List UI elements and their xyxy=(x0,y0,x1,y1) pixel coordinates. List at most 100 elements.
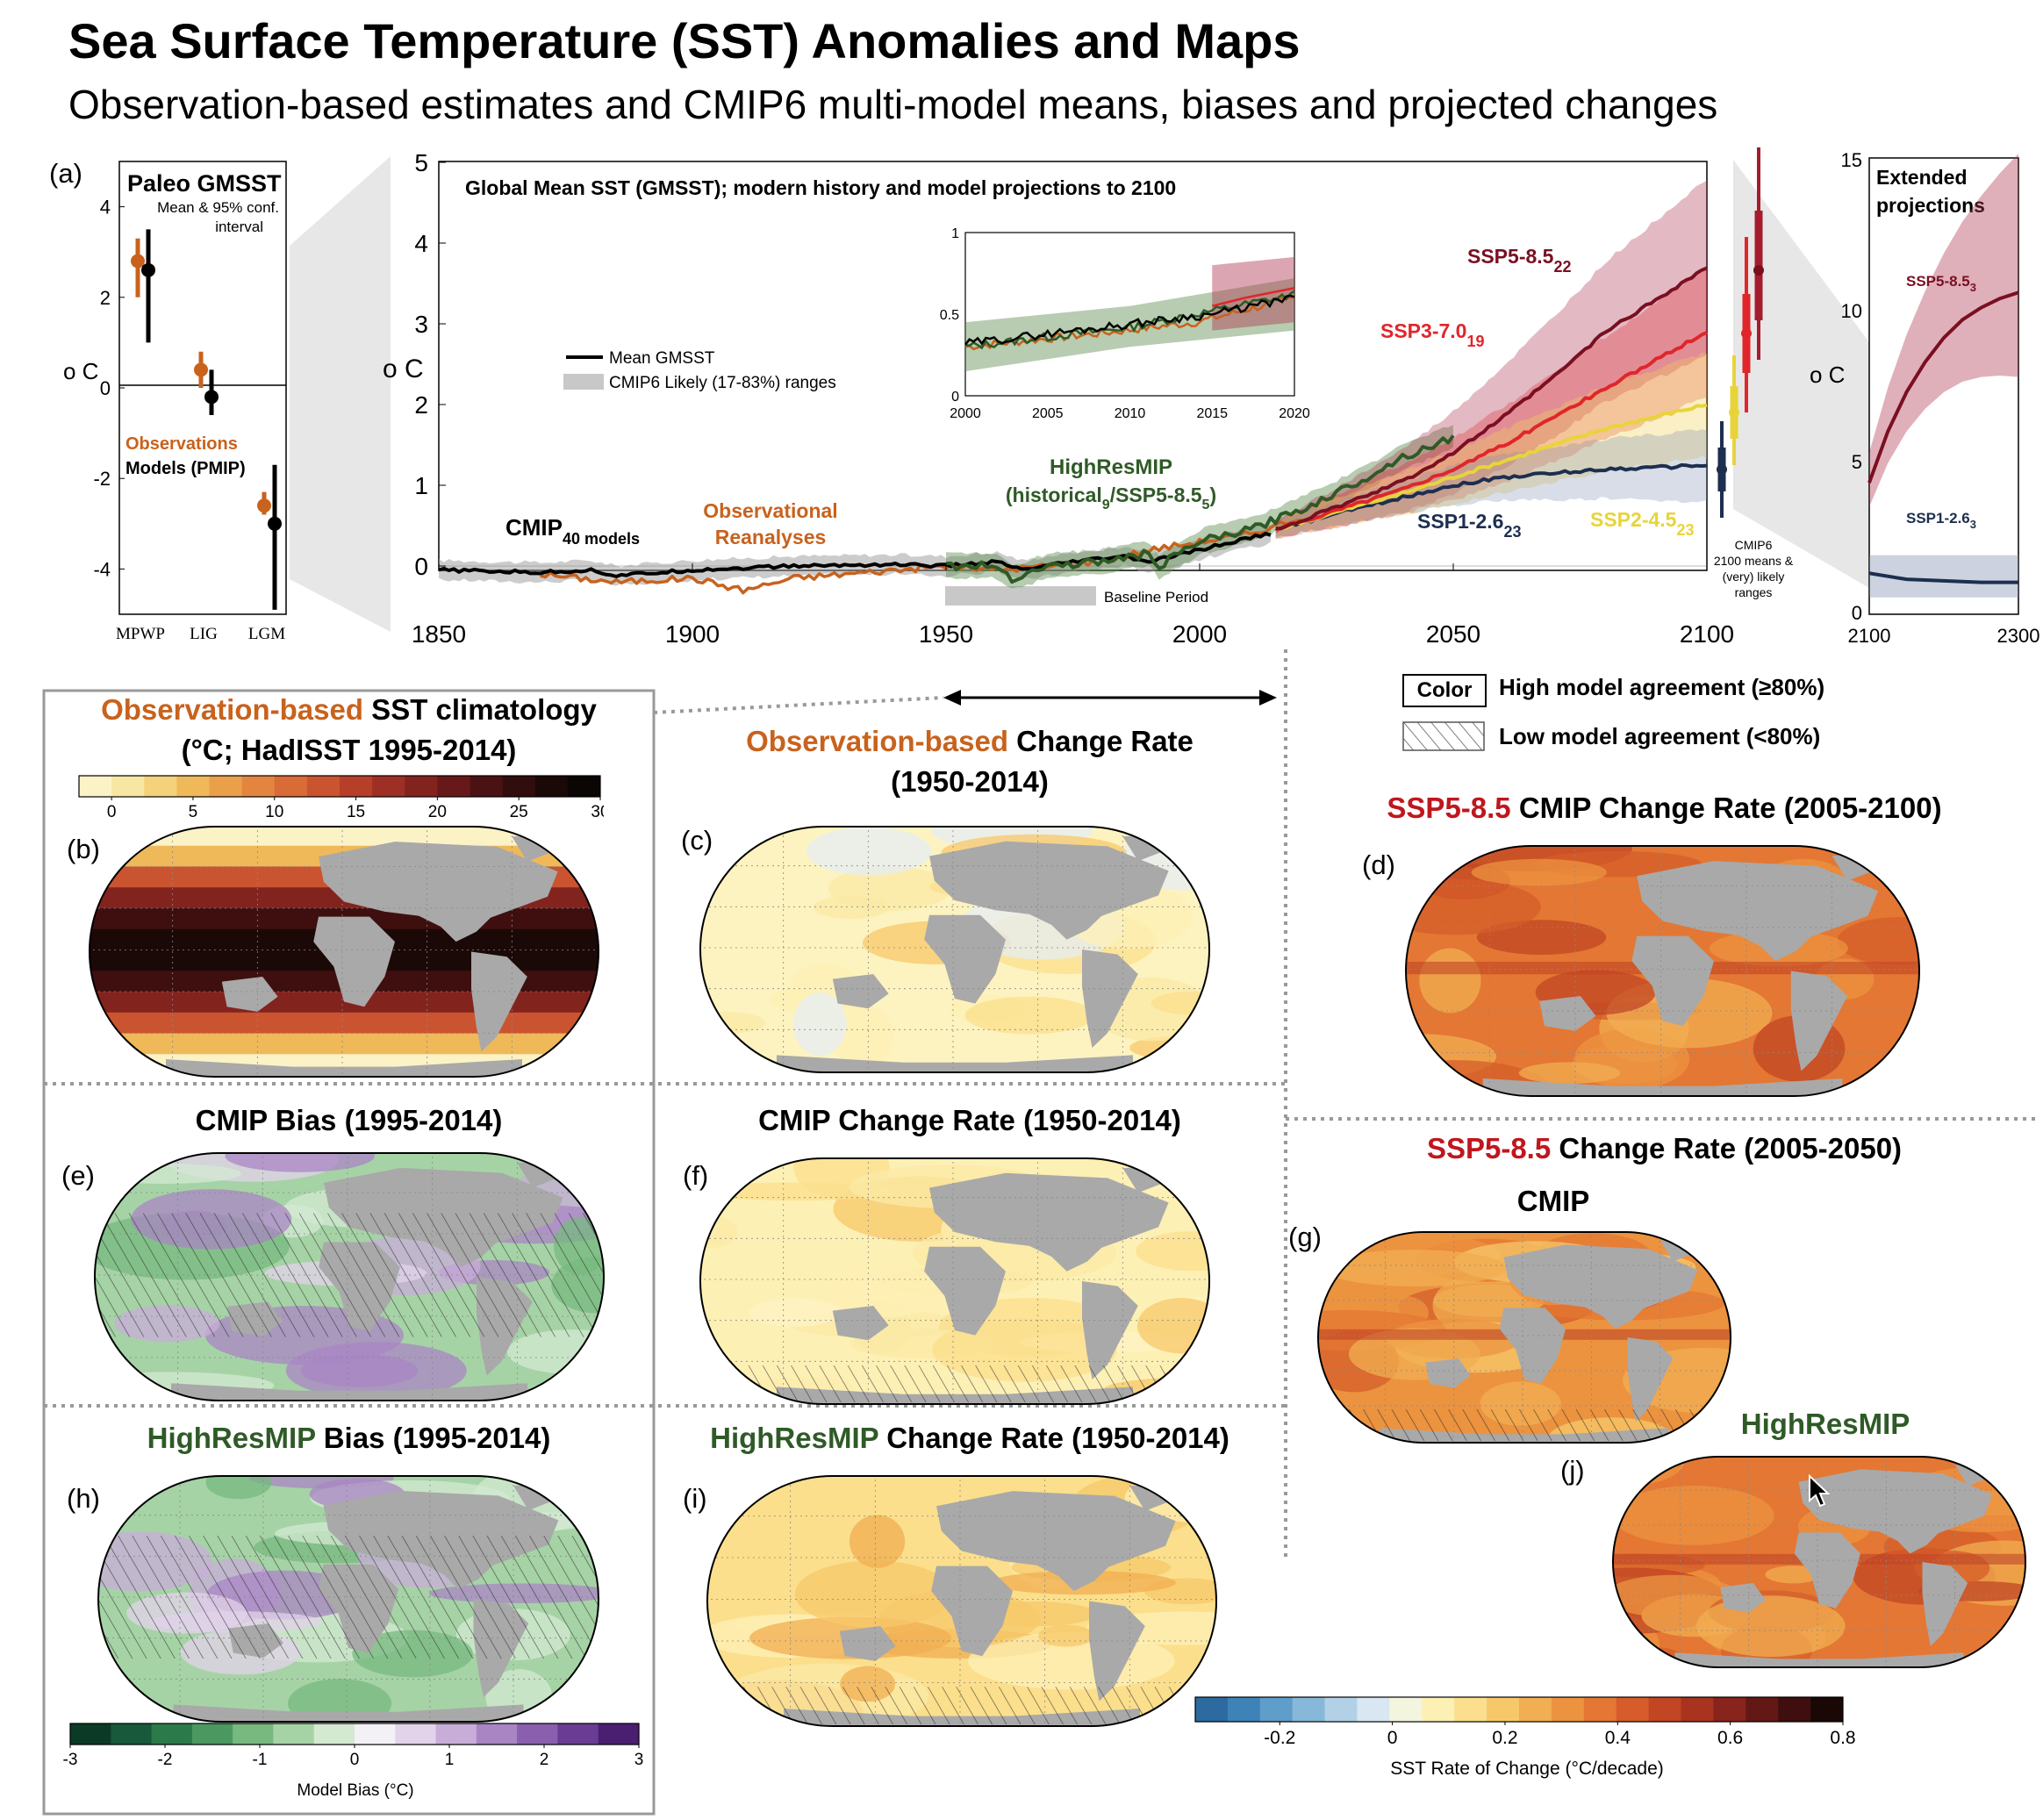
land-south-america xyxy=(1790,971,1848,1071)
colorbar-swatch xyxy=(1778,1697,1811,1722)
colorbar-swatch xyxy=(176,776,210,797)
obs-reanalyses-label-1: Observational xyxy=(703,499,837,522)
map-b-label: (b) xyxy=(67,834,100,864)
colorbar-swatch xyxy=(1583,1697,1617,1722)
ssp370-label: SSP3-7.019 xyxy=(1380,319,1484,350)
ext-ytick-label: 15 xyxy=(1841,149,1862,171)
colorbar-swatch xyxy=(313,1723,355,1745)
land-australia xyxy=(839,1626,896,1661)
extended-title-1: Extended xyxy=(1876,166,1968,189)
ocean-patch xyxy=(1695,1595,1846,1658)
colorbar-swatch xyxy=(1616,1697,1650,1722)
inset-xtick-label: 2020 xyxy=(1279,406,1310,421)
ocean-patch xyxy=(849,1515,906,1568)
colorbar-swatch xyxy=(1227,1697,1261,1722)
cmip6-note-3: (very) likely xyxy=(1723,570,1785,584)
inset-xtick-label: 2010 xyxy=(1115,406,1146,421)
land-antarctica xyxy=(173,1704,524,1722)
colorbar-swatch xyxy=(1519,1697,1552,1722)
land-eurasia xyxy=(936,1491,1176,1576)
land-south-america xyxy=(471,951,527,1052)
colorbar-swatch xyxy=(1389,1697,1423,1722)
colorbar-swatch xyxy=(273,1723,315,1745)
page-title: Sea Surface Temperature (SST) Anomalies … xyxy=(68,13,1301,68)
series-line-highresmip xyxy=(945,434,1455,584)
land-australia xyxy=(1425,1358,1471,1388)
inset-ytick-label: 0.5 xyxy=(940,308,959,323)
legend-range-swatch xyxy=(563,374,604,390)
land-antarctica xyxy=(171,1383,527,1401)
series-line-ssp245 xyxy=(1274,403,1708,532)
highresmip-label-1: HighResMIP xyxy=(1050,455,1172,479)
ocean-patch xyxy=(1471,858,1607,886)
top-charts-svg: (a) Paleo GMSST Mean & 95% conf. interva… xyxy=(49,147,2039,648)
colorbar-swatch xyxy=(355,1723,396,1745)
map-e-title: CMIP Bias (1995-2014) xyxy=(195,1104,503,1136)
land-africa xyxy=(313,916,395,1007)
colorbar-swatch xyxy=(435,1723,477,1745)
baseline-label: Baseline Period xyxy=(1104,589,1208,605)
colorbar-swatch xyxy=(1357,1697,1390,1722)
bias-colorbar: -3 -2 -1 0 1 2 3 Model Bias (°C) xyxy=(61,1720,649,1808)
map-g-header: SSP5-8.5 Change Rate (2005-2050) xyxy=(1426,1132,1903,1164)
ocean-patch xyxy=(1322,1250,1507,1286)
low-agreement-hatch xyxy=(707,1687,1216,1724)
main-xtick-label: 2050 xyxy=(1426,620,1480,648)
land-australia xyxy=(1539,996,1596,1031)
map-c-title-2: (1950-2014) xyxy=(891,765,1049,798)
land-eurasia xyxy=(929,841,1169,925)
dotted-connector xyxy=(653,696,944,714)
colorbar-swatch xyxy=(437,776,470,797)
land-south-america xyxy=(1922,1562,1968,1646)
inset-cmip-line xyxy=(964,294,1295,346)
land-africa xyxy=(924,914,1006,1004)
map-i-title: HighResMIP Change Rate (1950-2014) xyxy=(710,1422,1229,1454)
land-eurasia xyxy=(1637,861,1879,946)
ocean-patch xyxy=(1613,1486,1774,1545)
lat-band xyxy=(90,827,599,847)
land-africa xyxy=(1794,1532,1860,1609)
inset-frame xyxy=(964,232,1295,397)
legend-mean-label: Mean GMSST xyxy=(609,349,715,368)
ext-line-ssp126 xyxy=(1868,571,2018,584)
map-e-cmip-bias xyxy=(93,1151,606,1407)
land-australia xyxy=(832,974,889,1009)
colorbar-swatch xyxy=(1681,1697,1714,1722)
colorbar-tick-label: 0.4 xyxy=(1605,1728,1631,1748)
paleo-point-0-1 xyxy=(194,362,208,377)
range-band-cmip xyxy=(439,524,1271,586)
colorbar-swatch xyxy=(1259,1697,1294,1722)
baseline-bar xyxy=(945,586,1096,605)
main-ylabel: o C xyxy=(383,355,424,383)
series-line-ssp370 xyxy=(1275,331,1708,532)
map-h-title: HighResMIP Bias (1995-2014) xyxy=(147,1422,551,1454)
colorbar-swatch xyxy=(517,1723,558,1745)
paleo-ytick-label: 4 xyxy=(100,197,111,219)
land-australia xyxy=(832,1306,889,1341)
main-ytick-label: 4 xyxy=(414,230,428,257)
colorbar-swatch xyxy=(502,776,536,797)
map-outline xyxy=(699,1157,1210,1405)
arrow-head-left xyxy=(943,690,961,706)
zoom-connector-left xyxy=(290,156,391,632)
colorbar-frame xyxy=(1194,1696,1844,1723)
low-agreement-hatch xyxy=(700,1365,1209,1402)
inset-ssp-line xyxy=(1211,287,1295,307)
cmip-label: CMIP40 models xyxy=(505,514,640,548)
series-line-ssp585 xyxy=(1275,266,1708,531)
map-g-label: (g) xyxy=(1288,1222,1322,1252)
ocean-patch xyxy=(1613,1574,1739,1618)
map-b-title-1: Observation-based SST climatology xyxy=(101,693,597,726)
map-outline xyxy=(1405,845,1920,1097)
map-i-label: (i) xyxy=(683,1483,707,1514)
colorbar-swatch xyxy=(1487,1697,1520,1722)
colorbar-tick-label: 2 xyxy=(540,1751,549,1769)
colorbar-swatch xyxy=(241,776,276,797)
paleo-point-1-0 xyxy=(141,262,155,277)
range-band-ssp126 xyxy=(1275,429,1707,540)
ext-line-ssp585 xyxy=(1867,290,2019,484)
map-f-label: (f) xyxy=(683,1160,709,1191)
colorbar-frame xyxy=(78,775,601,798)
land-eurasia xyxy=(1503,1244,1698,1316)
